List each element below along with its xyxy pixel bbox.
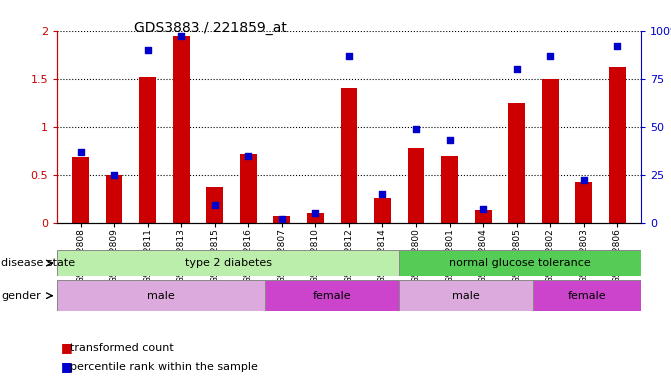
Text: type 2 diabetes: type 2 diabetes	[185, 258, 272, 268]
Bar	[408, 148, 425, 223]
Bar	[576, 182, 592, 223]
Bar	[57, 250, 399, 276]
Bar	[399, 280, 533, 311]
Point	[411, 126, 421, 132]
Bar	[240, 154, 257, 223]
Point	[478, 206, 488, 212]
Bar	[307, 213, 324, 223]
Bar	[173, 36, 190, 223]
Point	[209, 202, 220, 209]
Point	[243, 152, 254, 159]
Point	[511, 66, 522, 72]
Bar	[542, 79, 559, 223]
Point	[310, 210, 321, 216]
Bar	[57, 280, 265, 311]
Point	[109, 172, 119, 178]
Text: transformed count: transformed count	[70, 343, 174, 353]
Point	[276, 216, 287, 222]
Point	[344, 53, 354, 59]
Bar	[399, 250, 641, 276]
Bar	[374, 198, 391, 223]
Text: female: female	[313, 291, 352, 301]
Bar	[442, 156, 458, 223]
Bar	[140, 77, 156, 223]
Bar	[265, 280, 399, 311]
Text: ■: ■	[60, 360, 72, 373]
Bar	[341, 88, 357, 223]
Point	[176, 33, 187, 40]
Bar	[106, 175, 123, 223]
Point	[75, 149, 86, 155]
Text: disease state: disease state	[1, 258, 75, 268]
Text: normal glucose tolerance: normal glucose tolerance	[449, 258, 591, 268]
Bar	[274, 216, 290, 223]
Point	[545, 53, 556, 59]
Bar	[475, 210, 491, 223]
Point	[142, 47, 153, 53]
Text: gender: gender	[1, 291, 41, 301]
Bar	[509, 103, 525, 223]
Text: female: female	[568, 291, 607, 301]
Text: male: male	[452, 291, 480, 301]
Text: GDS3883 / 221859_at: GDS3883 / 221859_at	[134, 21, 287, 35]
Point	[377, 191, 388, 197]
Bar	[609, 67, 625, 223]
Bar	[207, 187, 223, 223]
Point	[612, 43, 623, 49]
Bar	[533, 280, 641, 311]
Bar	[72, 157, 89, 223]
Point	[578, 177, 589, 184]
Text: male: male	[147, 291, 175, 301]
Point	[444, 137, 455, 143]
Text: percentile rank within the sample: percentile rank within the sample	[70, 362, 258, 372]
Text: ■: ■	[60, 341, 72, 354]
